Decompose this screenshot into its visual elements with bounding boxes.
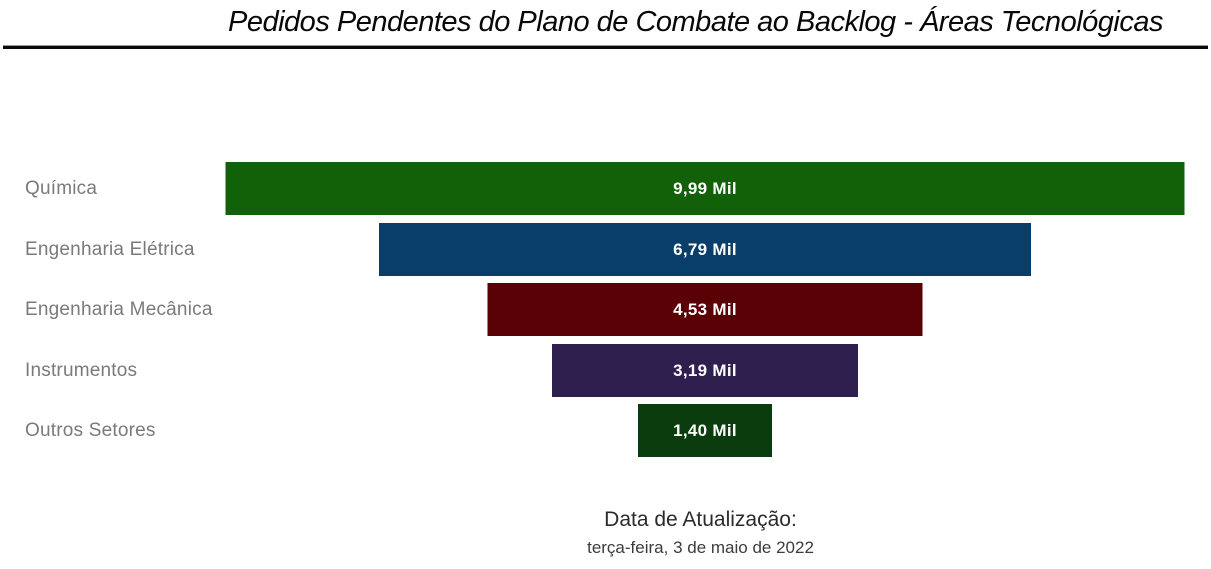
funnel-chart: Química 9,99 Mil Engenharia Elétrica 6,7…	[0, 162, 1211, 457]
funnel-bar[interactable]: 9,99 Mil	[225, 162, 1185, 215]
funnel-row-engenharia-eletrica: Engenharia Elétrica 6,79 Mil	[0, 223, 1211, 276]
title-underline	[3, 45, 1208, 49]
bar-value-label: 1,40 Mil	[673, 420, 737, 440]
category-label: Química	[25, 177, 98, 199]
update-date-label: Data de Atualização:	[604, 508, 797, 531]
bar-value-label: 4,53 Mil	[673, 299, 737, 319]
chart-title: Pedidos Pendentes do Plano de Combate ao…	[228, 6, 1163, 38]
category-label: Engenharia Elétrica	[25, 238, 195, 260]
funnel-row-outros-setores: Outros Setores 1,40 Mil	[0, 404, 1211, 457]
title-area: Pedidos Pendentes do Plano de Combate ao…	[0, 6, 1211, 39]
funnel-row-instrumentos: Instrumentos 3,19 Mil	[0, 344, 1211, 397]
bar-value-label: 6,79 Mil	[673, 239, 737, 259]
funnel-bar[interactable]: 6,79 Mil	[379, 223, 1031, 276]
category-label: Instrumentos	[25, 359, 138, 381]
update-info: Data de Atualização: terça-feira, 3 de m…	[0, 508, 1211, 558]
update-date-value: terça-feira, 3 de maio de 2022	[587, 538, 814, 557]
category-label: Outros Setores	[25, 419, 156, 441]
bar-value-label: 3,19 Mil	[673, 360, 737, 380]
bar-value-label: 9,99 Mil	[673, 178, 737, 198]
funnel-bar[interactable]: 3,19 Mil	[552, 344, 858, 397]
funnel-bar[interactable]: 1,40 Mil	[638, 404, 772, 457]
funnel-bar[interactable]: 4,53 Mil	[487, 283, 923, 336]
category-label: Engenharia Mecânica	[25, 298, 213, 320]
funnel-row-quimica: Química 9,99 Mil	[0, 162, 1211, 215]
funnel-row-engenharia-mecanica: Engenharia Mecânica 4,53 Mil	[0, 283, 1211, 336]
